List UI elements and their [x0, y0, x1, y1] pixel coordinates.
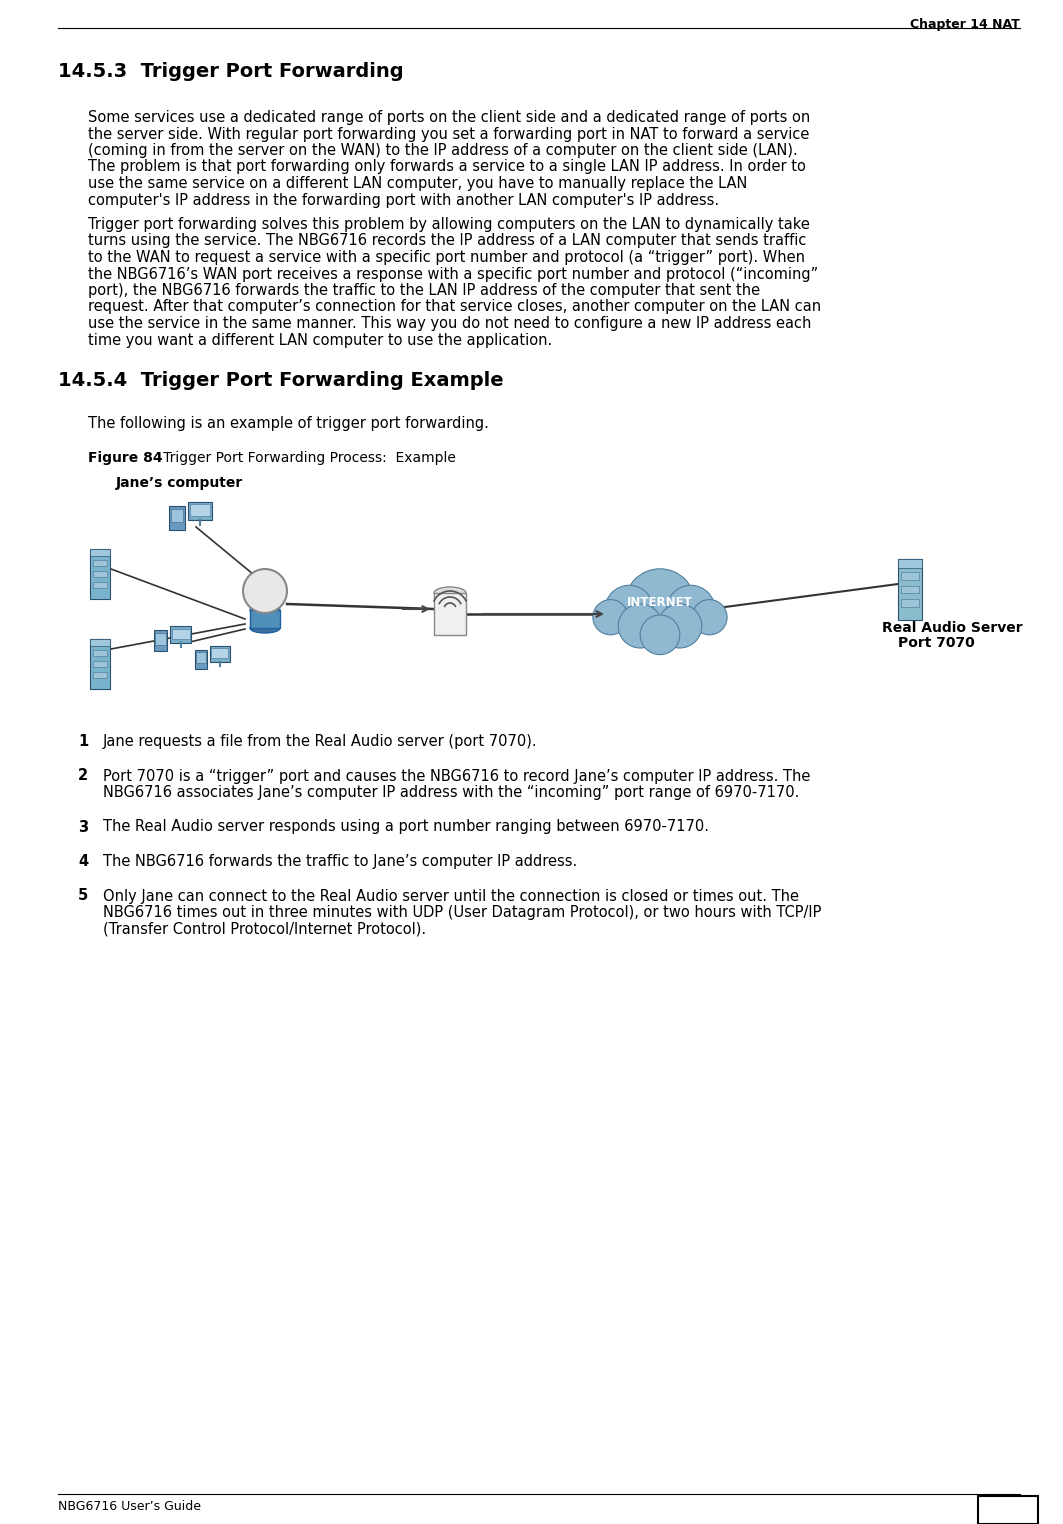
Text: the NBG6716’s WAN port receives a response with a specific port number and proto: the NBG6716’s WAN port receives a respon… — [88, 267, 819, 282]
Bar — [250, 610, 280, 628]
Bar — [90, 549, 109, 556]
Bar — [92, 559, 107, 567]
Text: The following is an example of trigger port forwarding.: The following is an example of trigger p… — [88, 416, 489, 431]
Text: Some services use a dedicated range of ports on the client side and a dedicated : Some services use a dedicated range of p… — [88, 110, 810, 125]
Circle shape — [692, 599, 727, 636]
Text: use the same service on a different LAN computer, you have to manually replace t: use the same service on a different LAN … — [88, 175, 747, 190]
Bar — [898, 559, 922, 568]
Text: time you want a different LAN computer to use the application.: time you want a different LAN computer t… — [88, 332, 553, 347]
Text: 123: 123 — [990, 1500, 1027, 1518]
Text: 1: 1 — [78, 735, 88, 748]
Text: Only Jane can connect to the Real Audio server until the connection is closed or: Only Jane can connect to the Real Audio … — [103, 888, 799, 904]
Text: Real Audio Server: Real Audio Server — [882, 620, 1023, 636]
Bar — [153, 629, 167, 651]
Bar — [978, 1497, 1037, 1524]
Bar — [212, 648, 229, 658]
Bar — [92, 572, 107, 578]
Bar — [195, 649, 207, 669]
Bar — [169, 506, 185, 530]
Text: 14.5.4  Trigger Port Forwarding Example: 14.5.4 Trigger Port Forwarding Example — [58, 370, 504, 390]
Bar — [189, 504, 210, 517]
Circle shape — [658, 604, 702, 648]
Bar — [898, 559, 922, 619]
Text: computer's IP address in the forwarding port with another LAN computer's IP addr: computer's IP address in the forwarding … — [88, 192, 720, 207]
Text: 2: 2 — [78, 768, 88, 783]
Text: port), the NBG6716 forwards the traffic to the LAN IP address of the computer th: port), the NBG6716 forwards the traffic … — [88, 283, 760, 299]
Text: Port 7070: Port 7070 — [898, 636, 975, 651]
Ellipse shape — [250, 623, 280, 632]
Text: Jane’s computer: Jane’s computer — [116, 475, 243, 491]
Text: request. After that computer’s connection for that service closes, another compu: request. After that computer’s connectio… — [88, 300, 821, 314]
Text: to the WAN to request a service with a specific port number and protocol (a “tri: to the WAN to request a service with a s… — [88, 250, 805, 265]
Bar — [92, 649, 107, 657]
Bar — [171, 509, 183, 523]
Bar — [188, 501, 212, 520]
Bar — [90, 639, 109, 689]
Circle shape — [667, 585, 715, 634]
Bar — [155, 632, 166, 645]
Text: use the service in the same manner. This way you do not need to configure a new : use the service in the same manner. This… — [88, 315, 811, 331]
Circle shape — [619, 604, 662, 648]
Bar — [92, 661, 107, 668]
Circle shape — [605, 585, 654, 634]
Text: Port 7070 is a “trigger” port and causes the NBG6716 to record Jane’s computer I: Port 7070 is a “trigger” port and causes… — [103, 768, 810, 783]
Text: NBG6716 associates Jane’s computer IP address with the “incoming” port range of : NBG6716 associates Jane’s computer IP ad… — [103, 785, 799, 800]
Text: turns using the service. The NBG6716 records the IP address of a LAN computer th: turns using the service. The NBG6716 rec… — [88, 233, 807, 248]
Bar — [92, 672, 107, 678]
Text: (coming in from the server on the WAN) to the IP address of a computer on the cl: (coming in from the server on the WAN) t… — [88, 143, 797, 158]
Text: the server side. With regular port forwarding you set a forwarding port in NAT t: the server side. With regular port forwa… — [88, 126, 809, 142]
Text: 3: 3 — [78, 820, 88, 835]
Circle shape — [625, 568, 695, 639]
Bar — [210, 646, 230, 661]
Text: NBG6716 User’s Guide: NBG6716 User’s Guide — [58, 1500, 201, 1513]
Bar — [170, 626, 191, 643]
Text: INTERNET: INTERNET — [627, 596, 693, 608]
Bar — [434, 593, 466, 636]
Bar — [901, 585, 918, 593]
Bar — [90, 639, 109, 646]
Text: Trigger Port Forwarding Process:  Example: Trigger Port Forwarding Process: Example — [150, 451, 456, 465]
Bar — [196, 652, 206, 663]
Ellipse shape — [434, 587, 466, 599]
Text: The problem is that port forwarding only forwards a service to a single LAN IP a: The problem is that port forwarding only… — [88, 160, 806, 175]
Bar — [901, 573, 918, 581]
Circle shape — [243, 568, 287, 613]
Text: NBG6716 times out in three minutes with UDP (User Datagram Protocol), or two hou: NBG6716 times out in three minutes with … — [103, 905, 822, 920]
Text: 5: 5 — [78, 888, 88, 904]
Text: 14.5.3  Trigger Port Forwarding: 14.5.3 Trigger Port Forwarding — [58, 62, 404, 81]
Text: The NBG6716 forwards the traffic to Jane’s computer IP address.: The NBG6716 forwards the traffic to Jane… — [103, 853, 577, 869]
Bar — [901, 599, 918, 607]
Circle shape — [640, 616, 680, 655]
Text: Chapter 14 NAT: Chapter 14 NAT — [910, 18, 1020, 30]
Text: 4: 4 — [78, 853, 88, 869]
Circle shape — [593, 599, 628, 636]
Bar — [90, 549, 109, 599]
Text: Jane requests a file from the Real Audio server (port 7070).: Jane requests a file from the Real Audio… — [103, 735, 538, 748]
Text: Figure 84: Figure 84 — [88, 451, 163, 465]
Bar — [171, 628, 189, 639]
Text: The Real Audio server responds using a port number ranging between 6970-7170.: The Real Audio server responds using a p… — [103, 820, 709, 835]
Text: (Transfer Control Protocol/Internet Protocol).: (Transfer Control Protocol/Internet Prot… — [103, 922, 426, 937]
Text: Trigger port forwarding solves this problem by allowing computers on the LAN to : Trigger port forwarding solves this prob… — [88, 216, 810, 232]
Ellipse shape — [250, 605, 280, 616]
Bar — [92, 582, 107, 588]
